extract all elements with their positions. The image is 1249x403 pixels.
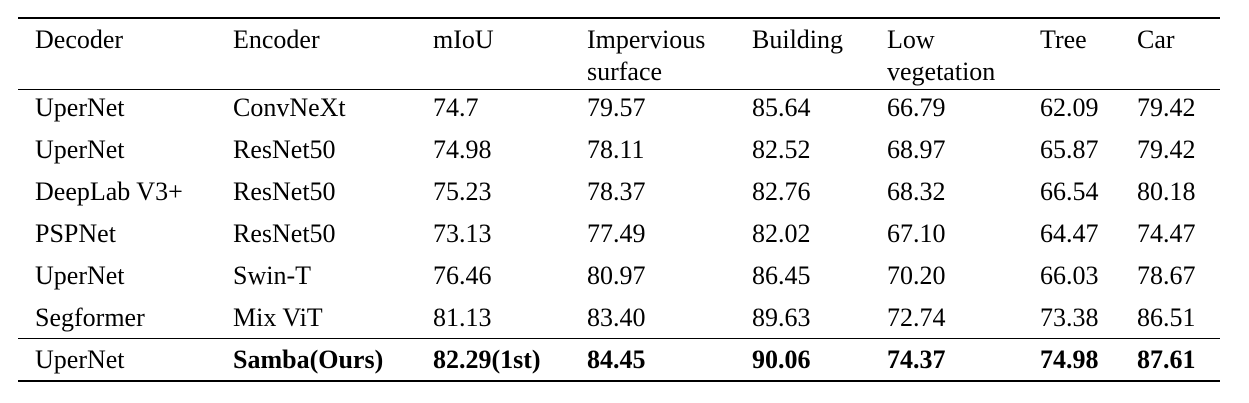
table-cell: 66.79 [887, 93, 946, 122]
table-cell: Samba(Ours) [233, 345, 384, 374]
table-cell: Mix ViT [233, 303, 323, 332]
table-cell: UperNet [35, 261, 125, 290]
header-cell: Car [1137, 25, 1175, 54]
table-cell: 75.23 [433, 177, 492, 206]
table-cell: Swin-T [233, 261, 311, 290]
table-cell: 76.46 [433, 261, 492, 290]
table-cell: 79.57 [587, 93, 646, 122]
table-cell: ResNet50 [233, 135, 336, 164]
table-cell: 72.74 [887, 303, 946, 332]
table-cell: 82.02 [752, 219, 811, 248]
table-cell: 68.32 [887, 177, 946, 206]
table-cell: UperNet [35, 135, 125, 164]
table-cell: 82.29(1st) [433, 345, 541, 374]
table-cell: 66.54 [1040, 177, 1099, 206]
top-rule [18, 17, 1220, 19]
header-cell: mIoU [433, 25, 494, 54]
table-cell: 78.11 [587, 135, 645, 164]
table-cell: ResNet50 [233, 177, 336, 206]
header-cell: Impervious surface [587, 25, 706, 86]
table-cell: 80.18 [1137, 177, 1196, 206]
table-cell: 74.7 [433, 93, 479, 122]
header-cell: Building [752, 25, 844, 54]
header-cell: Decoder [35, 25, 124, 54]
table-cell: 80.97 [587, 261, 646, 290]
table-cell: 78.37 [587, 177, 646, 206]
table-cell: ConvNeXt [233, 93, 346, 122]
header-cell: Encoder [233, 25, 320, 54]
table-cell: 78.67 [1137, 261, 1196, 290]
table-cell: 83.40 [587, 303, 646, 332]
table-cell: UperNet [35, 93, 125, 122]
table-cell: 62.09 [1040, 93, 1099, 122]
table-cell: 87.61 [1137, 345, 1196, 374]
table-cell: 86.45 [752, 261, 811, 290]
table-cell: 86.51 [1137, 303, 1196, 332]
table-cell: 89.63 [752, 303, 811, 332]
separator-rule [18, 338, 1220, 339]
table-cell: 73.13 [433, 219, 492, 248]
table-cell: 81.13 [433, 303, 492, 332]
table-cell: 74.98 [1040, 345, 1099, 374]
table-cell: 74.98 [433, 135, 492, 164]
table-cell: 66.03 [1040, 261, 1099, 290]
table-cell: 64.47 [1040, 219, 1099, 248]
table-cell: 79.42 [1137, 93, 1196, 122]
table-cell: 73.38 [1040, 303, 1099, 332]
table-cell: Segformer [35, 303, 145, 332]
bottom-rule [18, 380, 1220, 382]
table-cell: 84.45 [587, 345, 646, 374]
table-cell: 67.10 [887, 219, 946, 248]
table-cell: DeepLab V3+ [35, 177, 183, 206]
header-rule [18, 89, 1220, 90]
table-cell: 77.49 [587, 219, 646, 248]
table-cell: 65.87 [1040, 135, 1099, 164]
table-cell: ResNet50 [233, 219, 336, 248]
table-cell: 85.64 [752, 93, 811, 122]
table-cell: 68.97 [887, 135, 946, 164]
table-cell: PSPNet [35, 219, 116, 248]
table-cell: 82.76 [752, 177, 811, 206]
table-cell: 79.42 [1137, 135, 1196, 164]
table-cell: 74.47 [1137, 219, 1196, 248]
table-cell: 70.20 [887, 261, 946, 290]
header-cell: Tree [1040, 25, 1087, 54]
header-cell: Low vegetation [887, 25, 996, 86]
table-cell: 90.06 [752, 345, 811, 374]
table-cell: UperNet [35, 345, 125, 374]
table-cell: 82.52 [752, 135, 811, 164]
table-cell: 74.37 [887, 345, 946, 374]
